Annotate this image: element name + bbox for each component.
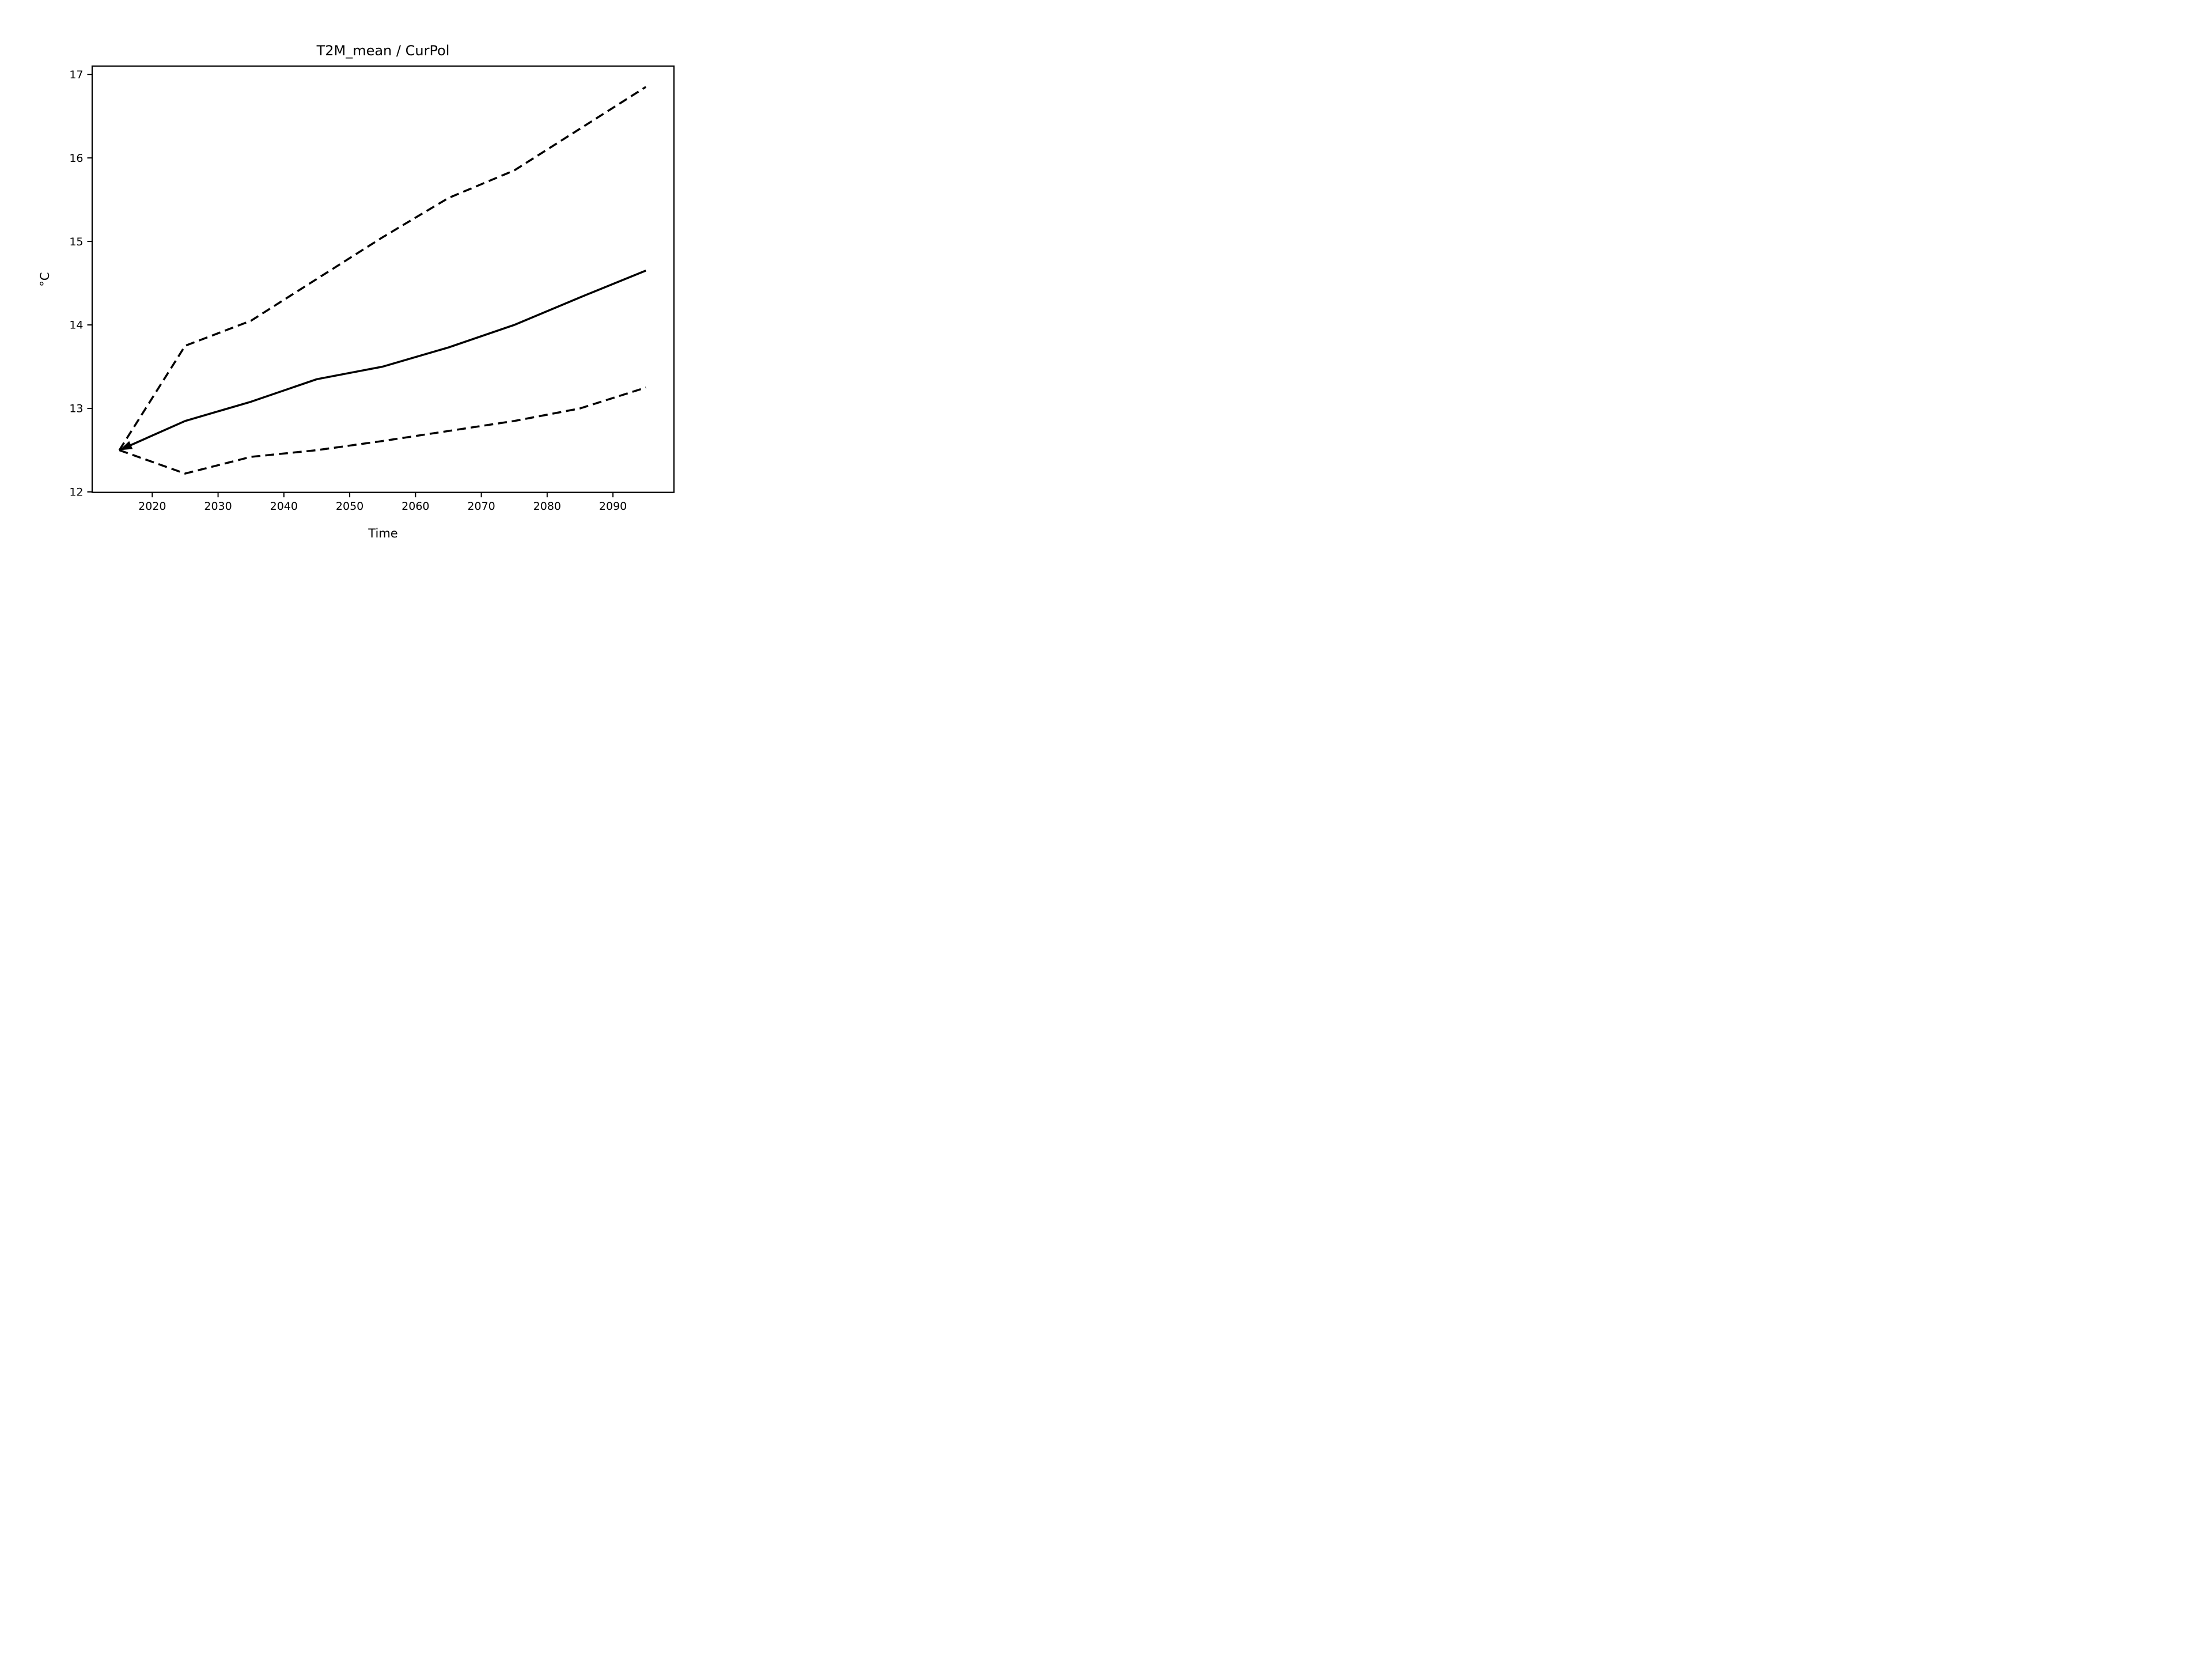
y-tick-label: 15	[69, 236, 83, 248]
x-tick-label: 2080	[533, 500, 561, 513]
y-axis-label: °C	[38, 272, 52, 287]
y-tick-label: 16	[69, 152, 83, 165]
mean-line	[119, 270, 646, 452]
x-tick-label: 2040	[270, 500, 298, 513]
y-tick-label: 17	[69, 69, 83, 81]
lower-bound-line	[119, 387, 646, 475]
y-tick-label: 14	[69, 319, 83, 332]
x-tick-label: 2050	[336, 500, 363, 513]
figure: 2020 2030 2040 2050 2060 2070 2080 2090 12 13 14 15…	[0, 0, 737, 553]
plot-area: 2020 2030 2040 2050 2060 2070 2080 2090 12 13 14 15…	[69, 65, 675, 513]
x-tick-label: 2030	[204, 500, 232, 513]
plot-border	[91, 65, 675, 493]
y-tick-label: 12	[69, 486, 83, 499]
x-tick-label: 2020	[138, 500, 166, 513]
x-axis-label: Time	[368, 527, 398, 540]
chart-title: T2M_mean / CurPol	[316, 43, 450, 59]
annotation-arrowhead	[119, 441, 133, 450]
x-tick-label: 2090	[599, 500, 627, 513]
x-tick-label: 2070	[467, 500, 495, 513]
x-tick-label: 2060	[402, 500, 429, 513]
y-tick-label: 13	[69, 403, 83, 415]
upper-bound-line	[118, 86, 647, 451]
